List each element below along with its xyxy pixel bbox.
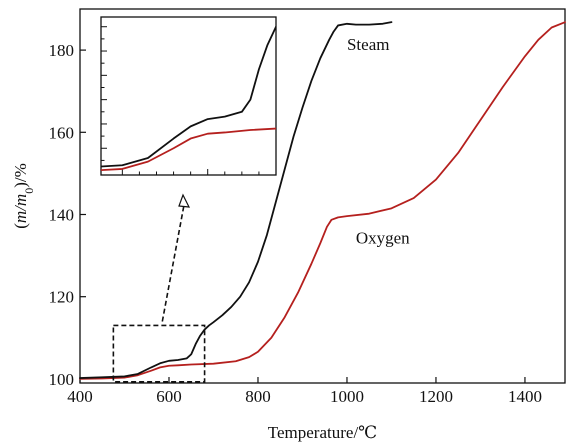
x-tick-label: 600 [156,387,182,406]
plot-frame [79,8,566,384]
y-tick-label: 160 [49,123,75,142]
inset-series-line-steam [101,25,276,168]
y-tick-label: 140 [49,205,75,224]
x-tick-label: 1400 [508,387,542,406]
series-line-steam [79,21,393,379]
zoom-region-box [112,324,206,383]
inset-series-line-oxygen [101,127,276,172]
zoom-arrow-line [161,204,185,322]
y-tick-label: 100 [49,370,75,389]
x-tick-label: 1000 [330,387,364,406]
inset-series-group [101,25,276,172]
series-line-oxygen [79,21,566,380]
x-tick-label: 800 [245,387,271,406]
series-label-steam: Steam [347,35,390,54]
y-axis-title: (m/m0)/% [11,163,36,229]
zoom-box-group [112,193,206,383]
x-axis-title: Temperature/℃ [268,423,377,442]
y-tick-label: 120 [49,288,75,307]
series-group [79,21,566,380]
inset-group [100,16,277,176]
series-label-oxygen: Oxygen [356,228,410,247]
x-tick-label: 400 [67,387,93,406]
x-tick-label: 1200 [419,387,453,406]
zoom-arrow-head [178,193,191,208]
axes [79,8,566,384]
y-tick-label: 180 [49,41,75,60]
inset-frame [100,16,277,176]
annotations-group: Steam Oxygen [347,35,410,247]
ticks: 400 600 800 1000 1200 1400 100 120 140 160 180 [49,41,542,406]
